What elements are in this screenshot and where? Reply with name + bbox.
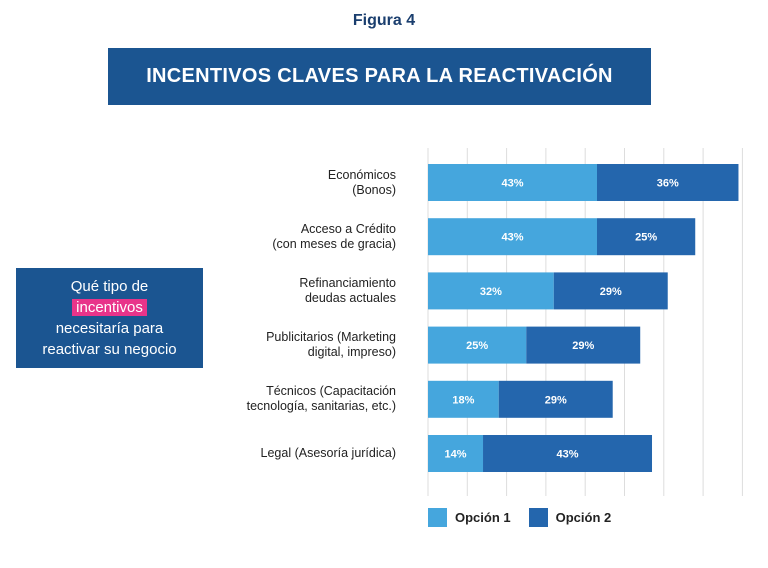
bar-segment-option-1 xyxy=(428,380,499,418)
question-box: Qué tipo de incentivos necesitaría para … xyxy=(16,268,203,368)
bar-segment-option-2 xyxy=(498,380,613,418)
category-label: Refinanciamiento deudas actuales xyxy=(299,275,396,305)
bar-segment-option-1 xyxy=(428,326,527,364)
category-label: Legal (Asesoría jurídica) xyxy=(260,446,396,460)
category-label: Técnicos (Capacitación tecnología, sanit… xyxy=(246,384,396,414)
data-label-option-1: 32% xyxy=(480,286,502,298)
legend-item-option-1: Opción 1 xyxy=(428,507,511,527)
data-label-option-2: 36% xyxy=(657,178,679,190)
bar-segment-option-2 xyxy=(596,218,696,256)
bar-segment-option-1 xyxy=(428,164,597,201)
legend-label-option-2: Opción 2 xyxy=(555,509,612,525)
data-label-option-2: 43% xyxy=(556,449,578,461)
data-label-option-2: 29% xyxy=(600,286,622,298)
legend-swatch-option-1 xyxy=(428,507,447,527)
bar-segment-option-1 xyxy=(428,435,484,472)
bar-segment-option-1 xyxy=(428,272,554,310)
chart-title: INCENTIVOS CLAVES PARA LA REACTIVACIÓN xyxy=(146,65,613,87)
legend-swatch-option-2 xyxy=(528,507,548,527)
question-line-4: reactivar su negocio xyxy=(42,341,177,358)
category-label: Acceso a Crédito (con meses de gracia) xyxy=(272,221,396,251)
bar-segment-option-2 xyxy=(483,435,653,472)
data-label-option-1: 43% xyxy=(501,178,523,190)
legend-label-option-1: Opción 1 xyxy=(455,509,511,525)
category-label: Económicos (Bonos) xyxy=(327,167,396,197)
legend-item-option-2: Opción 2 xyxy=(528,507,612,527)
bar-segment-option-2 xyxy=(553,272,668,310)
bar-segment-option-2 xyxy=(526,326,641,364)
data-label-option-2: 25% xyxy=(635,232,657,244)
question-line-1: Qué tipo de xyxy=(70,278,149,295)
data-label-option-1: 18% xyxy=(452,394,474,406)
data-label-option-1: 25% xyxy=(466,340,488,352)
figure-label: Figura 4 xyxy=(352,12,416,29)
category-label: Publicitarios (Marketing digital, impres… xyxy=(266,330,396,360)
data-label-option-1: 43% xyxy=(501,232,523,244)
question-highlight: incentivos xyxy=(72,299,147,316)
data-label-option-2: 29% xyxy=(545,394,567,406)
data-label-option-1: 14% xyxy=(444,449,466,461)
bar-segment-option-1 xyxy=(428,218,597,256)
bar-segment-option-2 xyxy=(596,164,739,201)
question-line-3: necesitaría para xyxy=(55,320,164,337)
data-label-option-2: 29% xyxy=(572,340,594,352)
legend: Opción 1 Opción 2 xyxy=(428,507,629,527)
chart-title-banner: INCENTIVOS CLAVES PARA LA REACTIVACIÓN xyxy=(108,48,651,105)
